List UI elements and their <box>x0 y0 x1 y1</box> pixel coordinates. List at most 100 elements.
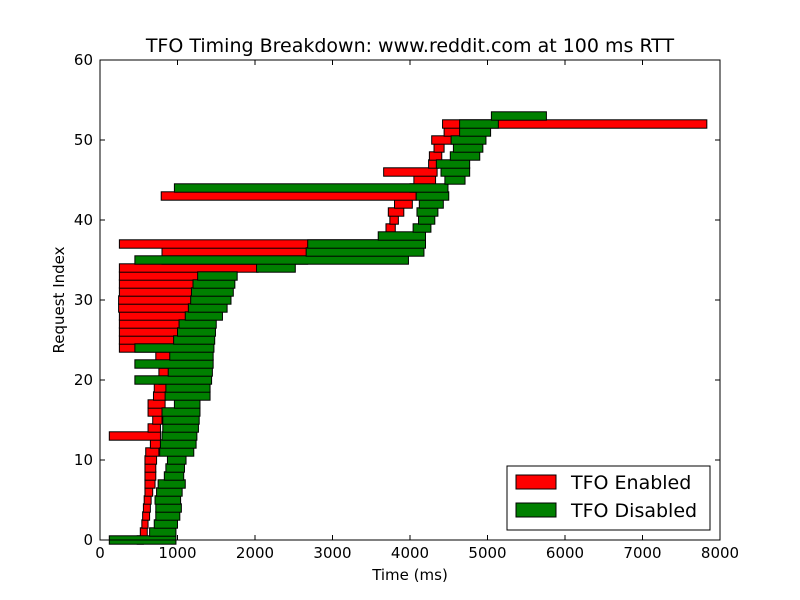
bar-tfo-disabled-48 <box>449 151 481 161</box>
bar-tfo-disabled-5 <box>154 495 182 505</box>
bar-tfo-enabled-6 <box>144 487 154 497</box>
y-tick-label-10: 10 <box>74 451 93 469</box>
y-axis-label: Request Index <box>50 246 68 353</box>
bar-tfo-enabled-42 <box>394 199 413 209</box>
axis-ticks: 0 1000 2000 3000 4000 5000 6000 7000 8000 0 10 20 30… <box>74 51 739 562</box>
bar-tfo-disabled-46 <box>440 167 471 177</box>
y-tick-label-20: 20 <box>74 371 93 389</box>
bar-tfo-disabled-28 <box>184 311 223 321</box>
bar-tfo-enabled-16 <box>147 407 165 417</box>
bar-tfo-enabled-28 <box>118 311 189 321</box>
bar-tfo-enabled-40 <box>389 215 399 225</box>
y-tick-label-0: 0 <box>83 531 93 549</box>
bar-tfo-disabled-8 <box>163 471 185 481</box>
bar-tfo-enabled-9 <box>144 463 157 473</box>
bar-tfo-disabled-22 <box>134 359 214 369</box>
bar-tfo-disabled-2 <box>153 519 178 529</box>
bar-tfo-enabled-36 <box>161 247 310 257</box>
bar-tfo-disabled-21 <box>167 367 213 377</box>
bar-tfo-disabled-40 <box>418 215 436 225</box>
bar-tfo-enabled-33 <box>118 271 199 281</box>
bar-tfo-disabled-32 <box>192 279 236 289</box>
bar-tfo-enabled-2 <box>141 519 149 529</box>
bar-tfo-disabled-31 <box>190 287 234 297</box>
bar-tfo-disabled-45 <box>444 175 466 185</box>
bar-tfo-enabled-17 <box>147 399 166 409</box>
x-tick-label-2000: 2000 <box>236 544 274 562</box>
bar-tfo-enabled-1 <box>139 527 148 537</box>
bar-tfo-disabled-23 <box>169 351 214 361</box>
bar-tfo-enabled-3 <box>142 511 151 521</box>
x-tick-label-3000: 3000 <box>313 544 351 562</box>
legend-label-tfo-enabled: TFO Enabled <box>570 472 691 494</box>
bar-tfo-enabled-34 <box>118 263 259 273</box>
bar-tfo-disabled-9 <box>165 463 185 473</box>
bar-tfo-disabled-35 <box>134 255 409 265</box>
bar-tfo-enabled-10 <box>144 455 158 465</box>
bar-tfo-disabled-51 <box>459 127 492 137</box>
bar-tfo-disabled-43 <box>415 191 450 201</box>
x-tick-label-0: 0 <box>95 544 105 562</box>
x-axis-label: Time (ms) <box>371 566 448 584</box>
bar-tfo-enabled-13 <box>108 431 161 441</box>
bar-tfo-disabled-34 <box>256 263 296 273</box>
x-tick-label-4000: 4000 <box>391 544 429 562</box>
bar-tfo-enabled-11 <box>145 447 160 457</box>
bar-tfo-enabled-18 <box>152 391 167 401</box>
bar-tfo-disabled-47 <box>435 159 471 169</box>
bar-tfo-enabled-52 <box>442 119 708 129</box>
bar-tfo-disabled-4 <box>155 503 182 513</box>
bar-tfo-disabled-10 <box>166 455 187 465</box>
bar-tfo-disabled-37 <box>307 239 427 249</box>
bar-tfo-enabled-5 <box>143 495 152 505</box>
bar-tfo-enabled-43 <box>160 191 417 201</box>
bar-tfo-enabled-49 <box>433 143 445 153</box>
bar-tfo-disabled-18 <box>164 391 211 401</box>
bar-tfo-enabled-31 <box>118 287 195 297</box>
bar-tfo-disabled-44 <box>173 183 449 193</box>
chart-title: TFO Timing Breakdown: www.reddit.com at … <box>145 35 675 57</box>
bar-tfo-disabled-42 <box>418 199 444 209</box>
bar-tfo-enabled-30 <box>118 295 193 305</box>
bar-tfo-enabled-4 <box>142 503 151 513</box>
legend-swatch-tfo-enabled <box>515 474 557 490</box>
bar-tfo-disabled-20 <box>134 375 213 385</box>
x-tick-label-1000: 1000 <box>158 544 196 562</box>
bar-tfo-disabled-25 <box>173 335 216 345</box>
x-tick-label-6000: 6000 <box>546 544 584 562</box>
bar-tfo-enabled-27 <box>118 319 188 329</box>
bar-tfo-disabled-7 <box>157 479 186 489</box>
bar-tfo-disabled-33 <box>197 271 238 281</box>
bar-tfo-enabled-12 <box>149 439 161 449</box>
bars-layer <box>108 111 708 545</box>
bar-tfo-disabled-12 <box>159 439 197 449</box>
y-tick-label-60: 60 <box>74 51 93 69</box>
bar-tfo-disabled-13 <box>161 431 198 441</box>
x-tick-label-5000: 5000 <box>468 544 506 562</box>
legend-label-tfo-disabled: TFO Disabled <box>570 500 697 522</box>
bar-tfo-disabled-50 <box>450 135 487 145</box>
bar-tfo-enabled-29 <box>118 303 190 313</box>
bar-tfo-disabled-11 <box>159 447 195 457</box>
x-tick-label-7000: 7000 <box>623 544 661 562</box>
bar-tfo-disabled-15 <box>162 415 200 425</box>
y-tick-label-30: 30 <box>74 291 93 309</box>
bar-tfo-disabled-36 <box>305 247 425 257</box>
bar-tfo-enabled-15 <box>152 415 163 425</box>
x-tick-label-8000: 8000 <box>701 544 739 562</box>
bar-tfo-disabled-30 <box>190 295 232 305</box>
bar-tfo-disabled-24 <box>134 343 215 353</box>
bar-tfo-disabled-27 <box>178 319 217 329</box>
bar-tfo-disabled-3 <box>155 511 181 521</box>
legend-box <box>506 465 711 531</box>
y-tick-label-50: 50 <box>74 131 93 149</box>
bar-tfo-disabled-49 <box>452 143 484 153</box>
bar-tfo-disabled-6 <box>156 487 183 497</box>
bar-tfo-disabled-52 <box>459 119 499 129</box>
y-tick-label-40: 40 <box>74 211 93 229</box>
bar-tfo-disabled-16 <box>161 407 201 417</box>
bar-tfo-disabled-41 <box>416 207 439 217</box>
bar-tfo-enabled-26 <box>118 327 186 337</box>
